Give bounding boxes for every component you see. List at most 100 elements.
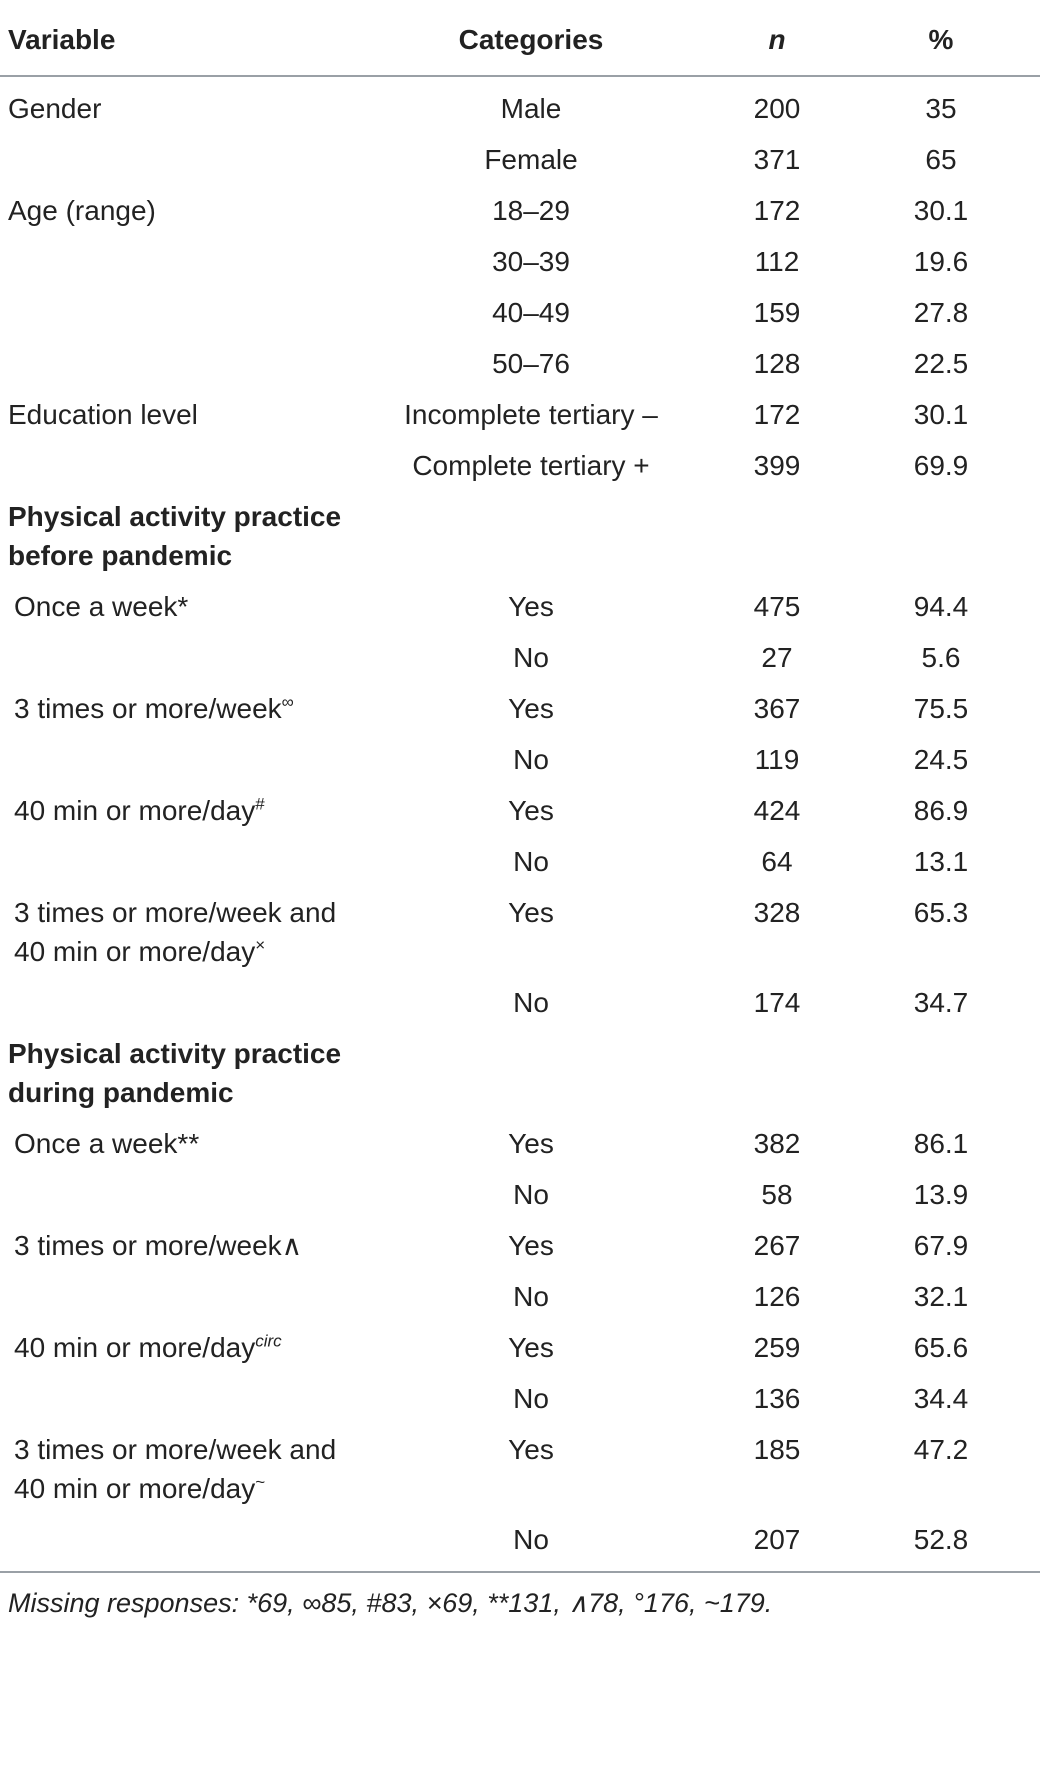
cell-variable bbox=[0, 979, 350, 1030]
cell-variable bbox=[0, 1273, 350, 1324]
cell-percent: 13.9 bbox=[913, 1179, 969, 1210]
table-row: No 126 32.1 bbox=[0, 1273, 1040, 1324]
table-row: 30–39 112 19.6 bbox=[0, 238, 1040, 289]
table-row: 40 min or more/daycirc Yes 259 65.6 bbox=[0, 1324, 1040, 1375]
header-percent: % bbox=[842, 0, 1040, 77]
cell-variable: Age (range) bbox=[0, 187, 350, 238]
section-row: Physical activity practice during pandem… bbox=[0, 1030, 1040, 1120]
cell-percent: 65.6 bbox=[913, 1332, 969, 1363]
table-footnote: Missing responses: *69, ∞85, #83, ×69, *… bbox=[8, 1588, 773, 1618]
cell-variable: Gender bbox=[0, 76, 350, 136]
variable-label: 40 min or more/day bbox=[14, 795, 256, 826]
table-row: 3 times or more/week and 40 min or more/… bbox=[0, 1426, 1040, 1516]
cell-category: No bbox=[513, 987, 549, 1018]
cell-n: 159 bbox=[753, 297, 801, 328]
cell-percent: 65.3 bbox=[913, 897, 969, 928]
cell-percent: 30.1 bbox=[913, 399, 969, 430]
cell-n: 382 bbox=[753, 1128, 801, 1159]
table-row: Once a week* Yes 475 94.4 bbox=[0, 583, 1040, 634]
cell-n: 475 bbox=[753, 591, 801, 622]
section-heading: Physical activity practice before pandem… bbox=[8, 501, 342, 571]
cell-category: No bbox=[513, 1281, 549, 1312]
cell-percent: 30.1 bbox=[913, 195, 969, 226]
cell-percent: 86.1 bbox=[913, 1128, 969, 1159]
header-row: Variable Categories n % bbox=[0, 0, 1040, 77]
cell-percent: 75.5 bbox=[913, 693, 969, 724]
cell-category: Complete tertiary + bbox=[412, 450, 650, 481]
table-row: No 174 34.7 bbox=[0, 979, 1040, 1030]
cell-n: 112 bbox=[754, 246, 800, 277]
cell-variable: 3 times or more/week and 40 min or more/… bbox=[0, 889, 350, 979]
table-row: 40 min or more/day# Yes 424 86.9 bbox=[0, 787, 1040, 838]
table-row: Gender Male 200 35 bbox=[0, 76, 1040, 136]
section-heading: Physical activity practice during pandem… bbox=[8, 1038, 342, 1108]
table-row: 40–49 159 27.8 bbox=[0, 289, 1040, 340]
cell-variable bbox=[0, 340, 350, 391]
variable-label: Education level bbox=[8, 399, 198, 430]
cell-variable: 3 times or more/week and 40 min or more/… bbox=[0, 1426, 350, 1516]
header-variable: Variable bbox=[0, 0, 350, 77]
cell-variable: 3 times or more/week∞ bbox=[0, 685, 350, 736]
cell-percent: 32.1 bbox=[913, 1281, 969, 1312]
cell-variable bbox=[0, 634, 350, 685]
cell-n: 64 bbox=[761, 846, 793, 877]
section-row: Physical activity practice before pandem… bbox=[0, 493, 1040, 583]
table-row: 50–76 128 22.5 bbox=[0, 340, 1040, 391]
variable-label: Gender bbox=[8, 93, 102, 124]
cell-percent: 22.5 bbox=[913, 348, 969, 379]
cell-category: No bbox=[513, 642, 549, 673]
variable-label: 3 times or more/week∧ bbox=[14, 1230, 303, 1261]
cell-n: 200 bbox=[753, 93, 801, 124]
cell-category: Incomplete tertiary – bbox=[404, 399, 658, 430]
table-row: Education level Incomplete tertiary – 172 3… bbox=[0, 391, 1040, 442]
cell-variable bbox=[0, 1375, 350, 1426]
cell-category: No bbox=[513, 744, 549, 775]
empty-cell bbox=[350, 493, 1040, 583]
cell-variable bbox=[0, 1516, 350, 1573]
header-n: n bbox=[712, 0, 842, 77]
table-row: No 119 24.5 bbox=[0, 736, 1040, 787]
cell-category: 18–29 bbox=[492, 195, 570, 226]
cell-variable bbox=[0, 838, 350, 889]
cell-variable bbox=[0, 238, 350, 289]
cell-percent: 5.6 bbox=[921, 642, 961, 673]
cell-variable: Education level bbox=[0, 391, 350, 442]
cell-category: No bbox=[513, 1383, 549, 1414]
header-categories: Categories bbox=[350, 0, 712, 77]
cell-variable: 3 times or more/week∧ bbox=[0, 1222, 350, 1273]
cell-n: 174 bbox=[753, 987, 801, 1018]
cell-category: No bbox=[513, 846, 549, 877]
variable-label: Once a week* bbox=[14, 591, 189, 622]
cell-category: No bbox=[513, 1179, 549, 1210]
table-row: 3 times or more/week∧ Yes 267 67.9 bbox=[0, 1222, 1040, 1273]
footnote-marker: ∞ bbox=[281, 692, 294, 712]
table-header: Variable Categories n % bbox=[0, 0, 1040, 77]
cell-percent: 24.5 bbox=[913, 744, 969, 775]
cell-n: 58 bbox=[761, 1179, 793, 1210]
cell-n: 367 bbox=[753, 693, 801, 724]
cell-n: 128 bbox=[753, 348, 801, 379]
table-row: No 27 5.6 bbox=[0, 634, 1040, 685]
cell-n: 371 bbox=[753, 144, 801, 175]
cell-percent: 52.8 bbox=[842, 1516, 1040, 1573]
variable-label: 3 times or more/week bbox=[14, 693, 282, 724]
table-row: Complete tertiary + 399 69.9 bbox=[0, 442, 1040, 493]
variable-label: Age (range) bbox=[8, 195, 156, 226]
table-row: No 58 13.9 bbox=[0, 1171, 1040, 1222]
cell-percent: 69.9 bbox=[913, 450, 969, 481]
cell-n: 185 bbox=[753, 1434, 801, 1465]
cell-category: No bbox=[350, 1516, 712, 1573]
variable-label: 40 min or more/day bbox=[14, 1332, 256, 1363]
cell-variable: 40 min or more/daycirc bbox=[0, 1324, 350, 1375]
cell-percent: 65 bbox=[925, 144, 957, 175]
cell-n: 27 bbox=[761, 642, 793, 673]
table-row: Female 371 65 bbox=[0, 136, 1040, 187]
cell-n: 267 bbox=[753, 1230, 801, 1261]
cell-n: 207 bbox=[712, 1516, 842, 1573]
cell-percent: 34.4 bbox=[913, 1383, 969, 1414]
cell-n: 172 bbox=[753, 195, 801, 226]
table-row: No 64 13.1 bbox=[0, 838, 1040, 889]
cell-variable: Once a week* bbox=[0, 583, 350, 634]
cell-category: Yes bbox=[508, 1230, 554, 1261]
footnote-marker: × bbox=[255, 935, 266, 955]
